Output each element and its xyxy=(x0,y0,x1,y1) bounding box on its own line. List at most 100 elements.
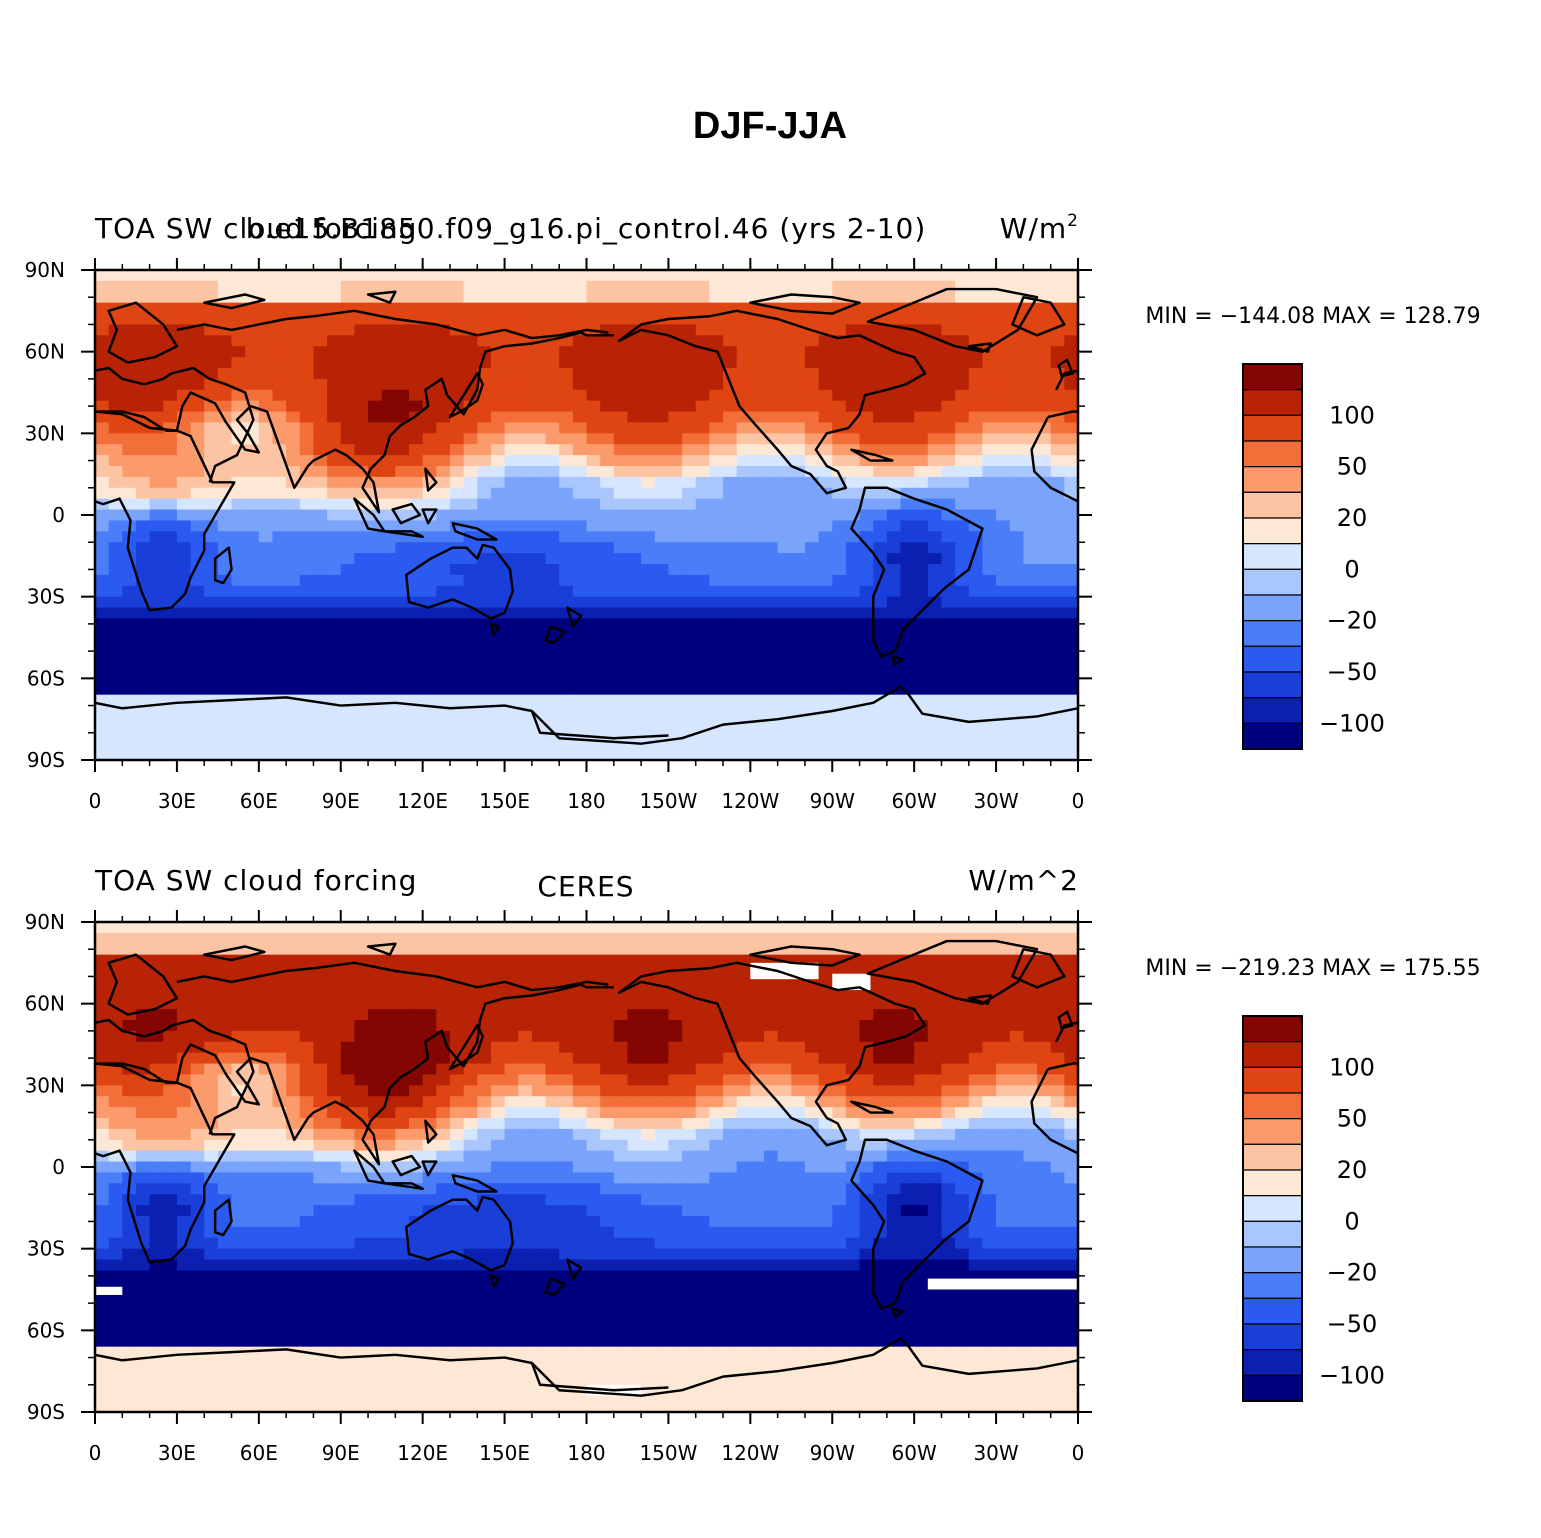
contour-cell xyxy=(313,444,328,456)
contour-cell xyxy=(1064,943,1078,956)
contour-cell xyxy=(859,683,875,696)
contour-cell xyxy=(763,346,779,358)
contour-cell xyxy=(531,1118,547,1130)
contour-cell xyxy=(1064,455,1078,467)
contour-cell xyxy=(381,444,397,456)
contour-cell xyxy=(641,965,656,978)
contour-cell xyxy=(996,553,1011,565)
contour-cell xyxy=(190,1118,206,1130)
contour-cell xyxy=(627,357,642,369)
contour-cell xyxy=(996,1030,1011,1043)
contour-cell xyxy=(354,640,369,652)
contour-cell xyxy=(545,738,561,750)
contour-cell xyxy=(695,922,711,934)
contour-cell xyxy=(149,291,165,304)
contour-cell xyxy=(449,987,465,1000)
contour-cell xyxy=(941,444,956,456)
contour-cell xyxy=(886,411,902,424)
contour-cell xyxy=(886,705,902,718)
contour-cell xyxy=(108,498,124,511)
contour-cell xyxy=(504,618,520,631)
contour-cell xyxy=(777,531,793,544)
contour-cell xyxy=(763,1139,779,1152)
contour-cell xyxy=(176,487,192,500)
contour-cell xyxy=(258,965,274,978)
contour-cell xyxy=(709,357,724,369)
contour-cell xyxy=(381,651,397,663)
contour-cell xyxy=(1023,531,1038,544)
contour-cell xyxy=(340,335,356,348)
contour-cell xyxy=(600,1063,615,1076)
contour-cell xyxy=(654,987,670,1000)
contour-cell xyxy=(559,531,574,544)
contour-cell xyxy=(627,368,642,380)
contour-cell xyxy=(750,357,765,369)
contour-cell xyxy=(122,1074,137,1087)
contour-cell xyxy=(982,411,997,424)
contour-cell xyxy=(504,346,520,358)
contour-cell xyxy=(531,998,547,1010)
contour-cell xyxy=(763,694,779,707)
contour-cell xyxy=(135,389,151,402)
contour-cell xyxy=(1064,727,1078,740)
contour-cell xyxy=(354,531,369,544)
contour-cell xyxy=(777,313,793,326)
contour-cell xyxy=(490,716,506,729)
contour-cell xyxy=(682,487,697,500)
contour-cell xyxy=(709,683,724,696)
contour-cell xyxy=(545,976,561,989)
contour-cell xyxy=(627,1030,642,1043)
contour-cell xyxy=(709,498,724,511)
contour-cell xyxy=(1037,553,1052,565)
contour-cell xyxy=(95,1074,110,1087)
contour-cell xyxy=(777,280,793,293)
contour-cell xyxy=(122,335,137,348)
contour-cell xyxy=(409,1074,424,1087)
contour-cell xyxy=(586,1074,601,1087)
contour-cell xyxy=(463,954,479,967)
contour-cell xyxy=(682,1063,697,1076)
contour-cell xyxy=(1023,987,1038,1000)
contour-cell xyxy=(299,1085,315,1098)
contour-cell xyxy=(409,400,424,413)
contour-cell xyxy=(873,727,888,740)
contour-cell xyxy=(586,346,601,358)
contour-cell xyxy=(258,280,274,293)
contour-cell xyxy=(736,346,752,358)
contour-cell xyxy=(559,672,574,685)
contour-cell xyxy=(190,640,206,652)
contour-cell xyxy=(791,932,806,945)
contour-cell xyxy=(463,302,479,315)
contour-cell xyxy=(914,1052,929,1065)
contour-cell xyxy=(818,932,834,945)
contour-cell xyxy=(313,509,328,522)
contour-cell xyxy=(108,727,124,740)
contour-cell xyxy=(95,574,110,587)
contour-cell xyxy=(627,389,642,402)
contour-cell xyxy=(654,302,670,315)
contour-cell xyxy=(559,716,574,729)
contour-cell xyxy=(736,357,752,369)
contour-cell xyxy=(900,498,915,511)
contour-cell xyxy=(95,640,110,652)
contour-cell xyxy=(763,444,779,456)
contour-cell xyxy=(354,455,369,467)
contour-cell xyxy=(95,411,110,424)
contour-cell xyxy=(900,943,915,956)
contour-cell xyxy=(736,520,752,533)
contour-cell xyxy=(804,455,820,467)
contour-cell xyxy=(873,433,888,446)
contour-cell xyxy=(941,433,956,446)
contour-cell xyxy=(149,1009,165,1021)
contour-cell xyxy=(354,564,369,576)
contour-cell xyxy=(231,705,246,718)
contour-cell xyxy=(272,411,287,424)
contour-cell xyxy=(176,694,192,707)
contour-cell xyxy=(627,564,642,576)
contour-cell xyxy=(668,1041,683,1054)
contour-cell xyxy=(668,987,683,1000)
contour-cell xyxy=(955,389,970,402)
contour-cell xyxy=(600,954,615,967)
contour-cell xyxy=(518,1009,533,1021)
contour-cell xyxy=(204,1150,219,1163)
